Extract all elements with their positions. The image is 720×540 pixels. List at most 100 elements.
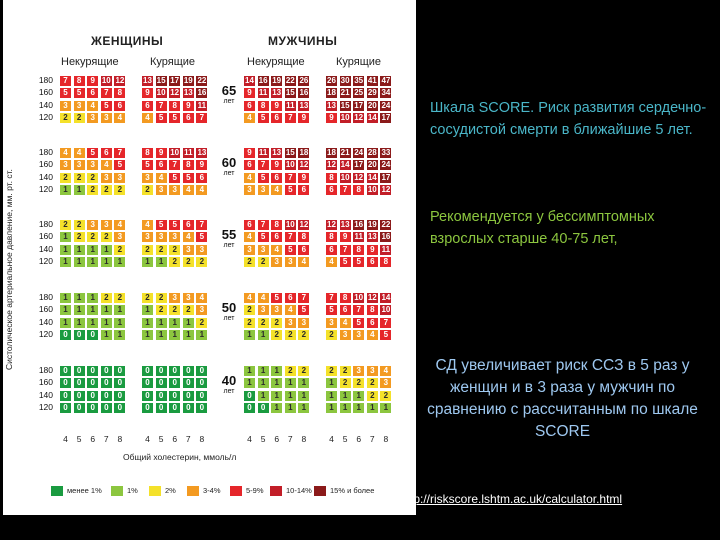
- risk-cell: 10: [284, 160, 296, 171]
- risk-cell: 5: [353, 256, 365, 267]
- risk-cell: 3: [142, 172, 153, 183]
- risk-cell: 0: [87, 378, 99, 389]
- legend-label: 5-9%: [246, 486, 264, 495]
- legend-label: 1%: [127, 486, 138, 495]
- risk-cell: 21: [339, 88, 351, 99]
- risk-cell: 9: [366, 244, 378, 255]
- risk-cell: 0: [73, 402, 85, 413]
- legend-swatch: [230, 486, 242, 496]
- risk-cell: 9: [244, 148, 255, 158]
- risk-cell: 2: [60, 112, 71, 123]
- legend-label: менее 1%: [67, 486, 102, 495]
- risk-cell: 7: [380, 317, 392, 328]
- risk-cell: 29: [366, 88, 378, 99]
- bp-level-label: 180: [38, 75, 53, 85]
- risk-cell: 3: [244, 184, 255, 195]
- risk-cell: 4: [196, 293, 208, 303]
- women-header: ЖЕНЩИНЫ: [91, 34, 164, 48]
- risk-cell: 9: [155, 148, 167, 158]
- risk-cell: 0: [196, 366, 208, 376]
- risk-cell: 1: [87, 317, 99, 328]
- risk-cell: 3: [271, 305, 283, 316]
- risk-cell: 2: [73, 220, 85, 230]
- risk-cell: 12: [298, 160, 310, 171]
- risk-cell: 2: [257, 256, 269, 267]
- risk-cell: 1: [298, 390, 310, 401]
- age-number: 55: [221, 227, 237, 242]
- women-smoking-header: Курящие: [150, 56, 196, 68]
- age-label: 40 лет: [219, 374, 239, 396]
- risk-cell: 22: [380, 220, 392, 230]
- risk-cell: 2: [244, 256, 255, 267]
- risk-cell: 0: [244, 402, 255, 413]
- risk-cell: 0: [73, 378, 85, 389]
- risk-cell: 28: [366, 148, 378, 158]
- risk-cell: 3: [100, 220, 112, 230]
- risk-cell: 12: [353, 112, 365, 123]
- risk-cell: 0: [60, 390, 71, 401]
- legend-swatch: [111, 486, 123, 496]
- risk-cell: 9: [142, 88, 153, 99]
- risk-cell: 16: [257, 76, 269, 86]
- risk-cell: 0: [196, 390, 208, 401]
- risk-cell: 3: [339, 329, 351, 340]
- risk-cell: 35: [353, 76, 365, 86]
- risk-cell: 2: [244, 317, 255, 328]
- risk-cell: 3: [155, 184, 167, 195]
- risk-cell: 5: [257, 172, 269, 183]
- bp-level-label: 120: [38, 183, 53, 194]
- risk-cell: 7: [284, 112, 296, 123]
- risk-cell: 1: [257, 378, 269, 389]
- risk-cell: 2: [353, 378, 365, 389]
- risk-cell: 0: [114, 366, 126, 376]
- risk-cell: 3: [169, 293, 181, 303]
- risk-cell: 20: [366, 160, 378, 171]
- risk-cell: 4: [196, 184, 208, 195]
- risk-cell: 2: [182, 305, 194, 316]
- cholesterol-tick: 5: [260, 434, 266, 444]
- risk-cell: 26: [326, 76, 337, 86]
- risk-cell: 2: [169, 305, 181, 316]
- risk-cell: 24: [380, 100, 392, 111]
- risk-cell: 4: [60, 148, 71, 158]
- risk-cell: 16: [380, 232, 392, 243]
- risk-cell: 0: [87, 329, 99, 340]
- risk-cell: 4: [271, 244, 283, 255]
- risk-cell: 10: [169, 148, 181, 158]
- risk-cell: 10: [380, 305, 392, 316]
- risk-cell: 0: [142, 378, 153, 389]
- risk-cell: 0: [182, 366, 194, 376]
- legend-swatch: [270, 486, 282, 496]
- risk-cell: 9: [298, 112, 310, 123]
- risk-cell: 1: [284, 378, 296, 389]
- risk-cell: 4: [142, 220, 153, 230]
- risk-cell: 0: [73, 366, 85, 376]
- bp-level-label: 140: [38, 171, 53, 182]
- risk-cell: 1: [60, 305, 71, 316]
- risk-cell: 16: [353, 220, 365, 230]
- risk-cell: 1: [326, 402, 337, 413]
- risk-cell: 1: [100, 244, 112, 255]
- risk-cell: 2: [326, 329, 337, 340]
- score-title: Шкала SCORE. Риск развития сердечно-сосу…: [430, 100, 707, 138]
- risk-cell: 2: [284, 329, 296, 340]
- age-number: 65: [221, 83, 237, 98]
- risk-cell: 6: [271, 172, 283, 183]
- risk-cell: 13: [298, 100, 310, 111]
- risk-cell: 13: [142, 76, 153, 86]
- risk-cell: 1: [114, 305, 126, 316]
- calculator-link[interactable]: http://riskscore.lshtm.ac.uk/calculator.…: [400, 492, 623, 506]
- age-unit: лет: [223, 242, 235, 249]
- risk-cell: 2: [114, 293, 126, 303]
- y-axis-label: Систолическое артериальное давление, мм.…: [4, 169, 14, 370]
- risk-cell: 8: [271, 220, 283, 230]
- risk-cell: 6: [326, 244, 337, 255]
- age-number: 60: [221, 155, 237, 170]
- risk-cell: 8: [326, 172, 337, 183]
- cholesterol-tick: 8: [199, 434, 205, 444]
- risk-cell: 10: [366, 184, 378, 195]
- risk-cell: 1: [271, 390, 283, 401]
- bp-level-label: 120: [38, 328, 53, 339]
- risk-cell: 1: [182, 317, 194, 328]
- risk-cell: 0: [142, 390, 153, 401]
